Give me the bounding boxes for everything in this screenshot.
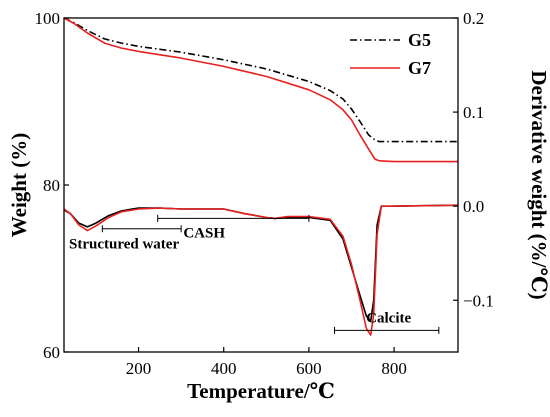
ticks-layer: 200 400 600 800 60 80 100 −0.1 0.0 0.1 0.2 bbox=[35, 9, 494, 378]
annotation-label-cash: CASH bbox=[183, 225, 225, 241]
series-layer bbox=[63, 17, 459, 336]
y-right-tick-label-0: −0.1 bbox=[463, 291, 494, 310]
y-axis-label-left: Weight (%) bbox=[7, 133, 31, 237]
x-tick-label-200: 200 bbox=[126, 359, 152, 378]
series-line-g5-weight bbox=[63, 17, 458, 143]
y-right-tick-label-2: 0.1 bbox=[463, 103, 484, 122]
y-right-tick-label-3: 0.2 bbox=[463, 9, 484, 28]
y-left-tick-label-80: 80 bbox=[43, 176, 60, 195]
y-right-tick-label-1: 0.0 bbox=[463, 197, 484, 216]
x-tick-label-800: 800 bbox=[381, 359, 407, 378]
y-left-tick-label-100: 100 bbox=[35, 9, 61, 28]
annotation-label-calcite: Calcite bbox=[366, 310, 411, 326]
series-line-g7-weight bbox=[63, 17, 458, 163]
legend-label-g7: G7 bbox=[408, 58, 431, 78]
x-tick-label-400: 400 bbox=[211, 359, 237, 378]
y-left-tick-label-60: 60 bbox=[43, 343, 60, 362]
annotation-label-structured-water: Structured water bbox=[69, 237, 179, 253]
series-line-g5-derivative bbox=[63, 204, 459, 322]
x-tick-label-600: 600 bbox=[296, 359, 322, 378]
legend-label-g5: G5 bbox=[408, 30, 431, 50]
x-axis-label: Temperature/℃ bbox=[187, 379, 335, 403]
y-axis-label-right: Derivative weight (%/℃) bbox=[527, 70, 550, 299]
